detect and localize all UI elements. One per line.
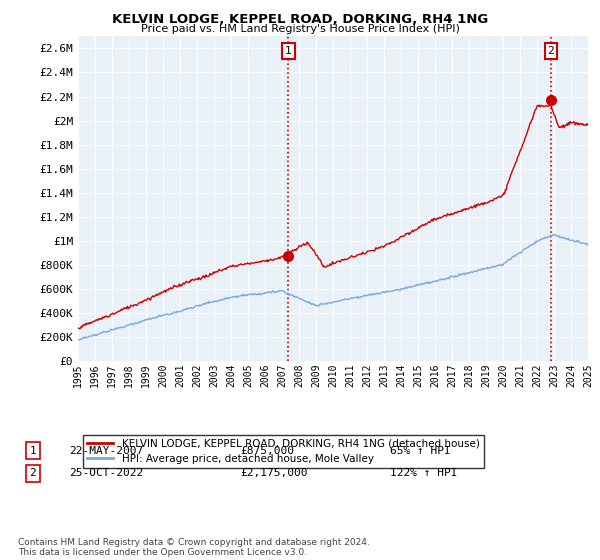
Text: 122% ↑ HPI: 122% ↑ HPI (390, 468, 458, 478)
Text: 22-MAY-2007: 22-MAY-2007 (69, 446, 143, 456)
Text: 2: 2 (29, 468, 37, 478)
Text: £2,175,000: £2,175,000 (240, 468, 308, 478)
Text: Contains HM Land Registry data © Crown copyright and database right 2024.
This d: Contains HM Land Registry data © Crown c… (18, 538, 370, 557)
Text: £875,000: £875,000 (240, 446, 294, 456)
Text: 25-OCT-2022: 25-OCT-2022 (69, 468, 143, 478)
Legend: KELVIN LODGE, KEPPEL ROAD, DORKING, RH4 1NG (detached house), HPI: Average price: KELVIN LODGE, KEPPEL ROAD, DORKING, RH4 … (83, 435, 484, 468)
Text: 65% ↑ HPI: 65% ↑ HPI (390, 446, 451, 456)
Text: KELVIN LODGE, KEPPEL ROAD, DORKING, RH4 1NG: KELVIN LODGE, KEPPEL ROAD, DORKING, RH4 … (112, 13, 488, 26)
Text: Price paid vs. HM Land Registry's House Price Index (HPI): Price paid vs. HM Land Registry's House … (140, 24, 460, 34)
Text: 1: 1 (29, 446, 37, 456)
Text: 2: 2 (547, 46, 554, 56)
Text: 1: 1 (285, 46, 292, 56)
